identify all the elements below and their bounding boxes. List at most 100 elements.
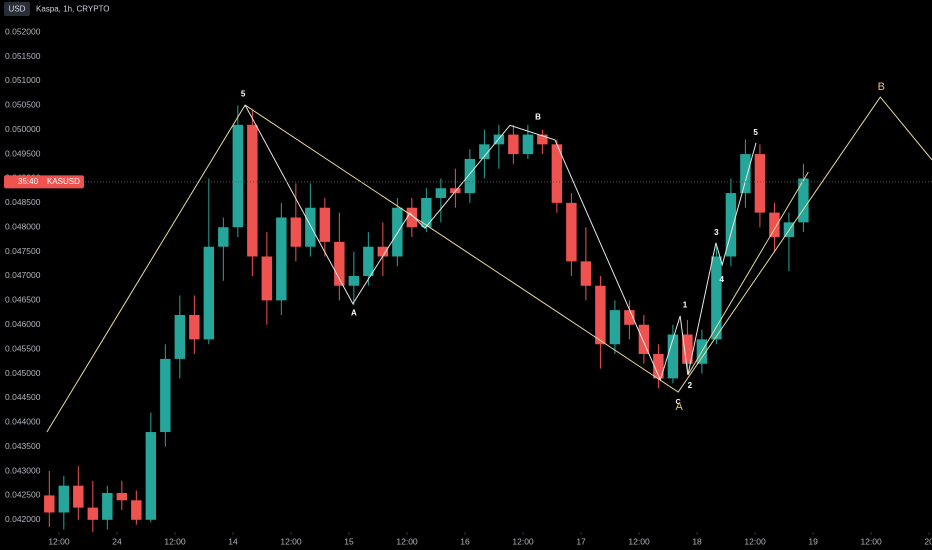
overlay: USD Kaspa, 1h, CRYPTO 0.042000 0.042500 0.… (4, 2, 932, 546)
y-tick-label: 0.044500 (5, 392, 41, 402)
candle-body (624, 310, 635, 325)
candle-body (580, 261, 592, 286)
y-tick-label: 0.051500 (5, 51, 41, 61)
x-tick-label: 20 (924, 536, 932, 546)
candle-body (334, 241, 345, 286)
candle-body (160, 358, 171, 433)
x-tick-label: 24 (112, 536, 122, 546)
candle-body (348, 275, 360, 286)
candle-body (479, 144, 490, 159)
x-tick-label: 15 (344, 536, 354, 546)
candle-body (218, 227, 229, 247)
wave-label: B (535, 113, 541, 122)
wave-label: 5 (753, 128, 758, 137)
candle-body (131, 500, 142, 520)
y-tick-label: 0.042500 (5, 490, 41, 500)
candle-body (754, 154, 766, 213)
candle-body (421, 197, 432, 228)
y-tick-label: 0.047000 (5, 270, 41, 280)
candle-body (276, 217, 287, 301)
candle-body (711, 256, 722, 340)
wave-label: 1 (683, 300, 688, 309)
y-tick-label: 0.042000 (5, 514, 41, 524)
candle-body (798, 178, 809, 223)
candle-body (377, 246, 389, 257)
x-tick-label: 17 (576, 536, 586, 546)
candle-body (406, 207, 418, 228)
candle-body (189, 315, 200, 340)
candle-body (58, 485, 70, 513)
candle-body (667, 334, 679, 379)
candle-body (319, 207, 331, 242)
candle-body (609, 310, 621, 345)
candle-body (725, 193, 737, 257)
candle-body (392, 207, 403, 257)
x-tick-label: 12:00 (280, 536, 302, 546)
x-tick-label: 12:00 (164, 536, 186, 546)
wave-label: 3 (714, 228, 719, 237)
y-tick-label: 0.050500 (5, 100, 41, 110)
y-tick-label: 0.043500 (5, 441, 41, 451)
wave-label: 2 (688, 381, 693, 390)
candle-body (566, 202, 577, 262)
symbol-label: KASUSD (47, 177, 80, 186)
candle-body (73, 485, 84, 508)
candle-body (769, 212, 780, 237)
y-tick-label: 0.045500 (5, 343, 41, 353)
y-tick-label: 0.046000 (5, 319, 41, 329)
candle-body (508, 134, 519, 155)
candle-body (595, 285, 606, 345)
wave-label: B (878, 81, 885, 93)
wave-label: 5 (241, 90, 246, 99)
candle-body (740, 154, 751, 194)
wave-line (244, 104, 757, 382)
x-tick-label: 12:00 (628, 536, 650, 546)
candle-body (464, 158, 476, 194)
candle-body (435, 188, 447, 198)
candle-body (551, 144, 563, 203)
candle-body (522, 134, 534, 155)
y-tick-label: 0.046500 (5, 295, 41, 305)
y-tick-label: 0.045000 (5, 368, 41, 378)
candle-body (363, 246, 374, 276)
y-tick-label: 0.044000 (5, 417, 41, 427)
candle-body (247, 124, 258, 257)
candle-body (87, 507, 99, 520)
chart-title: Kaspa, 1h, CRYPTO (36, 5, 110, 14)
x-tick-label: 12:00 (512, 536, 534, 546)
y-tick-label: 0.052000 (5, 26, 41, 36)
x-tick-label: 12:00 (396, 536, 418, 546)
y-tick-label: 0.047500 (5, 246, 41, 256)
price-badge (4, 175, 84, 189)
candle-body (145, 432, 157, 520)
y-tick-label: 0.049500 (5, 148, 41, 158)
wave-label: A (676, 401, 684, 413)
candle-body (44, 495, 55, 513)
candle-body (174, 315, 186, 359)
currency: USD (9, 5, 26, 14)
x-tick-label: 18 (692, 536, 702, 546)
y-tick-label: 0.048000 (5, 221, 41, 231)
candle-body (102, 492, 113, 520)
candle-body (116, 492, 128, 501)
wave-label: C (676, 399, 681, 406)
candle-body (290, 217, 302, 247)
candle-body (232, 124, 244, 228)
x-tick-label: 12:00 (48, 536, 70, 546)
candle-body (638, 324, 650, 355)
currency-badge[interactable] (4, 2, 30, 16)
candle-body (261, 256, 273, 301)
price-countdown: 35:40 (18, 177, 39, 186)
wave-label: 4 (719, 275, 724, 284)
x-tick-label: 14 (228, 536, 238, 546)
x-tick-label: 12:00 (860, 536, 882, 546)
x-tick-label: 12:00 (744, 536, 766, 546)
candle-body (537, 134, 548, 145)
candle-body (682, 334, 693, 364)
x-tick-label: 19 (808, 536, 818, 546)
y-tick-label: 0.048500 (5, 197, 41, 207)
